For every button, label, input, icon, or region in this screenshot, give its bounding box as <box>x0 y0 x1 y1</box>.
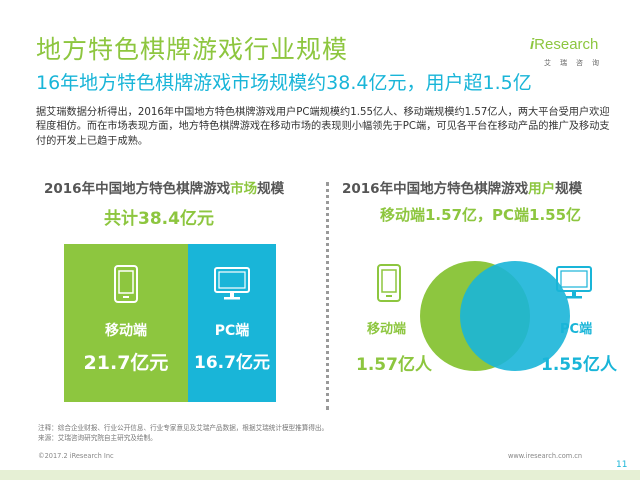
users-mobile-value: 1.57亿人 <box>356 355 432 375</box>
market-mobile-value: 21.7亿元 <box>83 352 169 374</box>
pc-monitor-icon <box>556 266 592 299</box>
market-heading: 2016年中国地方特色棋牌游戏市场规模 <box>44 177 284 197</box>
market-heading-pre: 2016年中国地方特色棋牌游戏 <box>44 181 231 197</box>
users-heading-highlight: 用户 <box>528 181 556 197</box>
market-heading-highlight: 市场 <box>230 181 258 197</box>
market-mobile-label: 移动端 <box>105 323 147 339</box>
iresearch-logo: iResearch 艾瑞咨询 <box>530 36 612 72</box>
logo-brand-i: i <box>530 36 535 53</box>
logo-brand-rest: Research <box>534 36 599 53</box>
copyright: ©2017.2 iResearch Inc <box>38 452 114 460</box>
users-heading-pre: 2016年中国地方特色棋牌游戏 <box>342 181 529 197</box>
users-pc-value: 1.55亿人 <box>541 355 617 375</box>
market-pc-value: 16.7亿元 <box>194 353 270 373</box>
footnote-line-1: 注释：综合企业财报、行业公开信息、行业专家意见及艾瑞产品数据，根据艾瑞统计模型推… <box>38 424 329 432</box>
market-mobile-block: 移动端 21.7亿元 <box>64 244 188 402</box>
users-heading-post: 规模 <box>555 181 583 197</box>
users-heading: 2016年中国地方特色棋牌游戏用户规模 <box>342 177 582 197</box>
footer-bar <box>0 470 640 480</box>
market-pc-block: PC端 16.7亿元 <box>188 244 276 402</box>
mobile-phone-icon <box>114 265 138 303</box>
page-subtitle: 16年地方特色棋牌游戏市场规模约38.4亿元，用户超1.5亿 <box>36 72 532 94</box>
users-summary: 移动端1.57亿，PC端1.55亿 <box>380 206 582 224</box>
website-url: www.iresearch.com.cn <box>508 452 583 460</box>
mobile-phone-icon <box>377 264 401 302</box>
footnote-line-2: 来源：艾瑞咨询研究院自主研究及绘制。 <box>38 433 157 442</box>
page-number: 11 <box>616 460 628 470</box>
section-divider <box>326 182 329 410</box>
footnote: 注释：综合企业财报、行业公开信息、行业专家意见及艾瑞产品数据，根据艾瑞统计模型推… <box>38 424 328 443</box>
venn-pc-circle <box>460 261 570 371</box>
market-total: 共计38.4亿元 <box>104 209 214 229</box>
page-title: 地方特色棋牌游戏行业规模 <box>36 35 349 64</box>
users-pc-label: PC端 <box>560 322 593 337</box>
users-mobile-label: 移动端 <box>367 322 407 337</box>
logo-subtitle: 艾瑞咨询 <box>544 59 608 67</box>
logo-brand: iResearch <box>530 36 598 53</box>
market-pc-label: PC端 <box>214 323 250 339</box>
users-venn-diagram <box>420 261 570 371</box>
intro-paragraph: 据艾瑞数据分析得出，2016年中国地方特色棋牌游戏用户PC端规模约1.55亿人、… <box>36 107 610 147</box>
pc-monitor-icon <box>214 267 250 300</box>
market-heading-post: 规模 <box>257 181 285 197</box>
